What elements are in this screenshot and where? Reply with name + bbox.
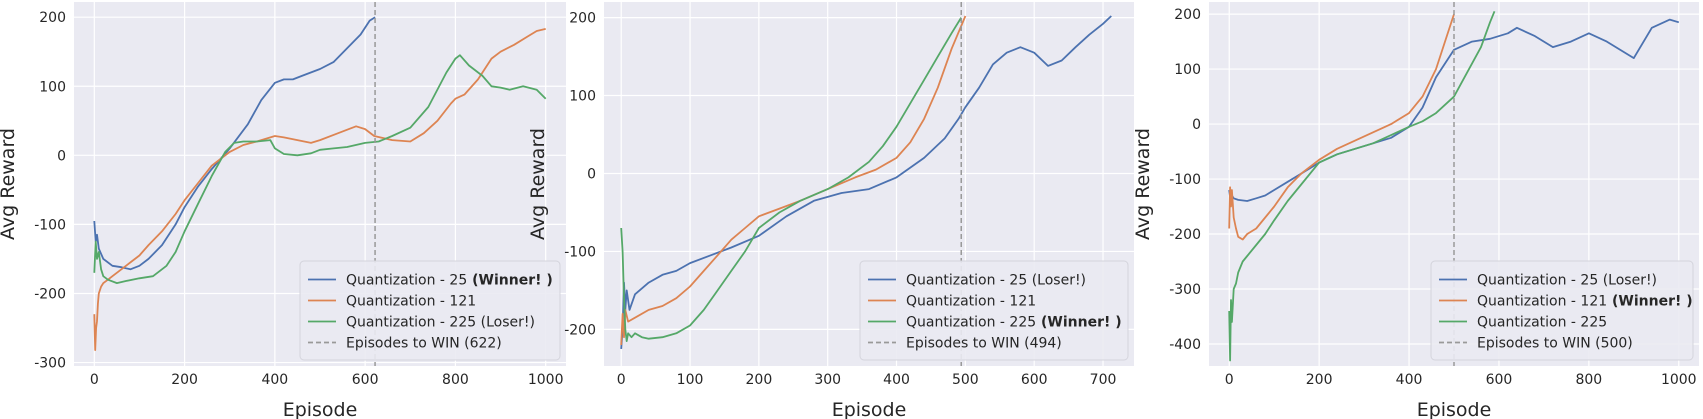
- y-tick-label: 200: [569, 11, 596, 27]
- legend-entry: Quantization - 25 (Winner! ): [346, 273, 553, 289]
- legend: Quantization - 25 (Loser!)Quantization -…: [859, 260, 1129, 361]
- y-tick-label: 100: [39, 79, 66, 95]
- legend-series-name: Quantization - 121: [1477, 294, 1607, 310]
- legend-series-tag: (Winner! ): [1036, 315, 1122, 331]
- x-tick-label: 200: [1306, 372, 1333, 388]
- y-tick-label: -100: [564, 244, 596, 260]
- chart-panel-3: 0 200 400 600 800 1000 -400 -300 -200 -100 0 100 200…: [1132, 2, 1699, 419]
- x-tick-label: 0: [617, 372, 626, 388]
- y-tick-label: 100: [1174, 62, 1201, 78]
- y-tick-label: -400: [1169, 337, 1201, 353]
- data-layer: [1228, 2, 1680, 366]
- x-tick-label: 1000: [528, 372, 564, 388]
- y-tick-label: -200: [1169, 227, 1201, 243]
- x-tick-label: 200: [171, 372, 198, 388]
- x-tick-label: 100: [677, 372, 704, 388]
- y-axis-label: Avg Reward: [1132, 128, 1154, 240]
- legend-series-name: Quantization - 225: [1477, 315, 1607, 331]
- y-tick-label: 100: [569, 89, 596, 105]
- y-axis-label: Avg Reward: [527, 128, 549, 240]
- legend-box: [1430, 260, 1694, 361]
- x-axis-label: Episode: [283, 399, 358, 419]
- x-tick-label: 200: [746, 372, 773, 388]
- legend-series-name: Quantization - 25: [906, 273, 1027, 289]
- legend-series-name: Episodes to WIN (500): [1477, 336, 1633, 352]
- legend-entry: Quantization - 121: [346, 294, 476, 310]
- series-line-3: [93, 54, 547, 284]
- y-tick-label: 0: [587, 166, 596, 182]
- y-tick-label: 0: [57, 148, 66, 164]
- x-tick-label: 400: [1396, 372, 1423, 388]
- chart-panel-1: 0 200 400 600 800 1000 -300 -200 -100 0 100 200 Epis…: [0, 2, 566, 419]
- x-tick-label: 800: [1575, 372, 1602, 388]
- series-line-3: [1228, 10, 1496, 362]
- x-tick-label: 400: [261, 372, 288, 388]
- x-tick-label: 500: [952, 372, 979, 388]
- series-line-2: [1228, 13, 1455, 241]
- legend-series-name: Quantization - 121: [346, 294, 476, 310]
- legend-series-name: Quantization - 121: [906, 294, 1036, 310]
- legend-entry: Quantization - 121: [906, 294, 1036, 310]
- x-axis-label: Episode: [832, 399, 907, 419]
- legend-series-name: Episodes to WIN (494): [906, 336, 1062, 352]
- legend-entry: Quantization - 225 (Winner! ): [906, 315, 1122, 331]
- x-tick-label: 300: [814, 372, 841, 388]
- legend-series-name: Quantization - 25: [1477, 273, 1598, 289]
- legend: Quantization - 25 (Loser!)Quantization -…: [1430, 260, 1694, 361]
- legend-series-tag: (Loser!): [1598, 273, 1657, 289]
- series-line-3: [620, 17, 962, 342]
- chart-panel-2: 0 100 200 300 400 500 600 700 -200 -100 0 100 200 Epi…: [527, 2, 1134, 419]
- y-tick-label: -200: [34, 286, 66, 302]
- x-tick-label: 400: [883, 372, 910, 388]
- y-tick-label: 200: [1174, 7, 1201, 23]
- series-line-2: [620, 15, 967, 346]
- series-line-2: [93, 28, 546, 351]
- y-tick-label: -100: [1169, 172, 1201, 188]
- y-tick-label: 0: [1192, 117, 1201, 133]
- legend-series-tag: (Loser!): [1027, 273, 1086, 289]
- x-tick-label: 600: [1021, 372, 1048, 388]
- y-tick-label: -300: [1169, 282, 1201, 298]
- x-tick-label: 1000: [1661, 372, 1697, 388]
- x-tick-label: 0: [90, 372, 99, 388]
- data-layer: [93, 2, 547, 366]
- y-tick-label: -100: [34, 217, 66, 233]
- legend-box: [859, 260, 1129, 361]
- legend-series-tag: (Winner! ): [1607, 294, 1693, 310]
- legend-series-name: Quantization - 225: [346, 315, 476, 331]
- x-tick-label: 800: [442, 372, 469, 388]
- x-tick-label: 600: [1486, 372, 1513, 388]
- legend: Quantization - 25 (Winner! )Quantization…: [299, 260, 561, 361]
- x-axis-label: Episode: [1417, 399, 1492, 419]
- y-tick-label: -200: [564, 322, 596, 338]
- legend-entry: Quantization - 25 (Loser!): [1477, 273, 1657, 289]
- x-tick-label: 700: [1090, 372, 1117, 388]
- y-axis-label: Avg Reward: [0, 128, 19, 240]
- legend-entry: Quantization - 225 (Loser!): [346, 315, 535, 331]
- series-line-1: [620, 15, 1112, 349]
- legend-series-name: Quantization - 225: [906, 315, 1036, 331]
- data-layer: [620, 2, 1112, 366]
- legend-series-tag: (Loser!): [476, 315, 535, 331]
- legend-series-name: Episodes to WIN (622): [346, 336, 502, 352]
- legend-entry: Episodes to WIN (494): [906, 336, 1062, 352]
- x-tick-label: 600: [352, 372, 379, 388]
- x-tick-label: 0: [1225, 372, 1234, 388]
- legend-series-name: Quantization - 25: [346, 273, 467, 289]
- legend-entry: Episodes to WIN (500): [1477, 336, 1633, 352]
- legend-series-tag: (Winner! ): [467, 273, 553, 289]
- legend-entry: Episodes to WIN (622): [346, 336, 502, 352]
- legend-entry: Quantization - 121 (Winner! ): [1477, 294, 1693, 310]
- legend-entry: Quantization - 225: [1477, 315, 1607, 331]
- legend-box: [299, 260, 561, 361]
- series-line-1: [1228, 18, 1680, 202]
- legend-entry: Quantization - 25 (Loser!): [906, 273, 1086, 289]
- series-line-1: [93, 16, 376, 271]
- y-tick-label: 200: [39, 10, 66, 26]
- y-tick-label: -300: [34, 356, 66, 372]
